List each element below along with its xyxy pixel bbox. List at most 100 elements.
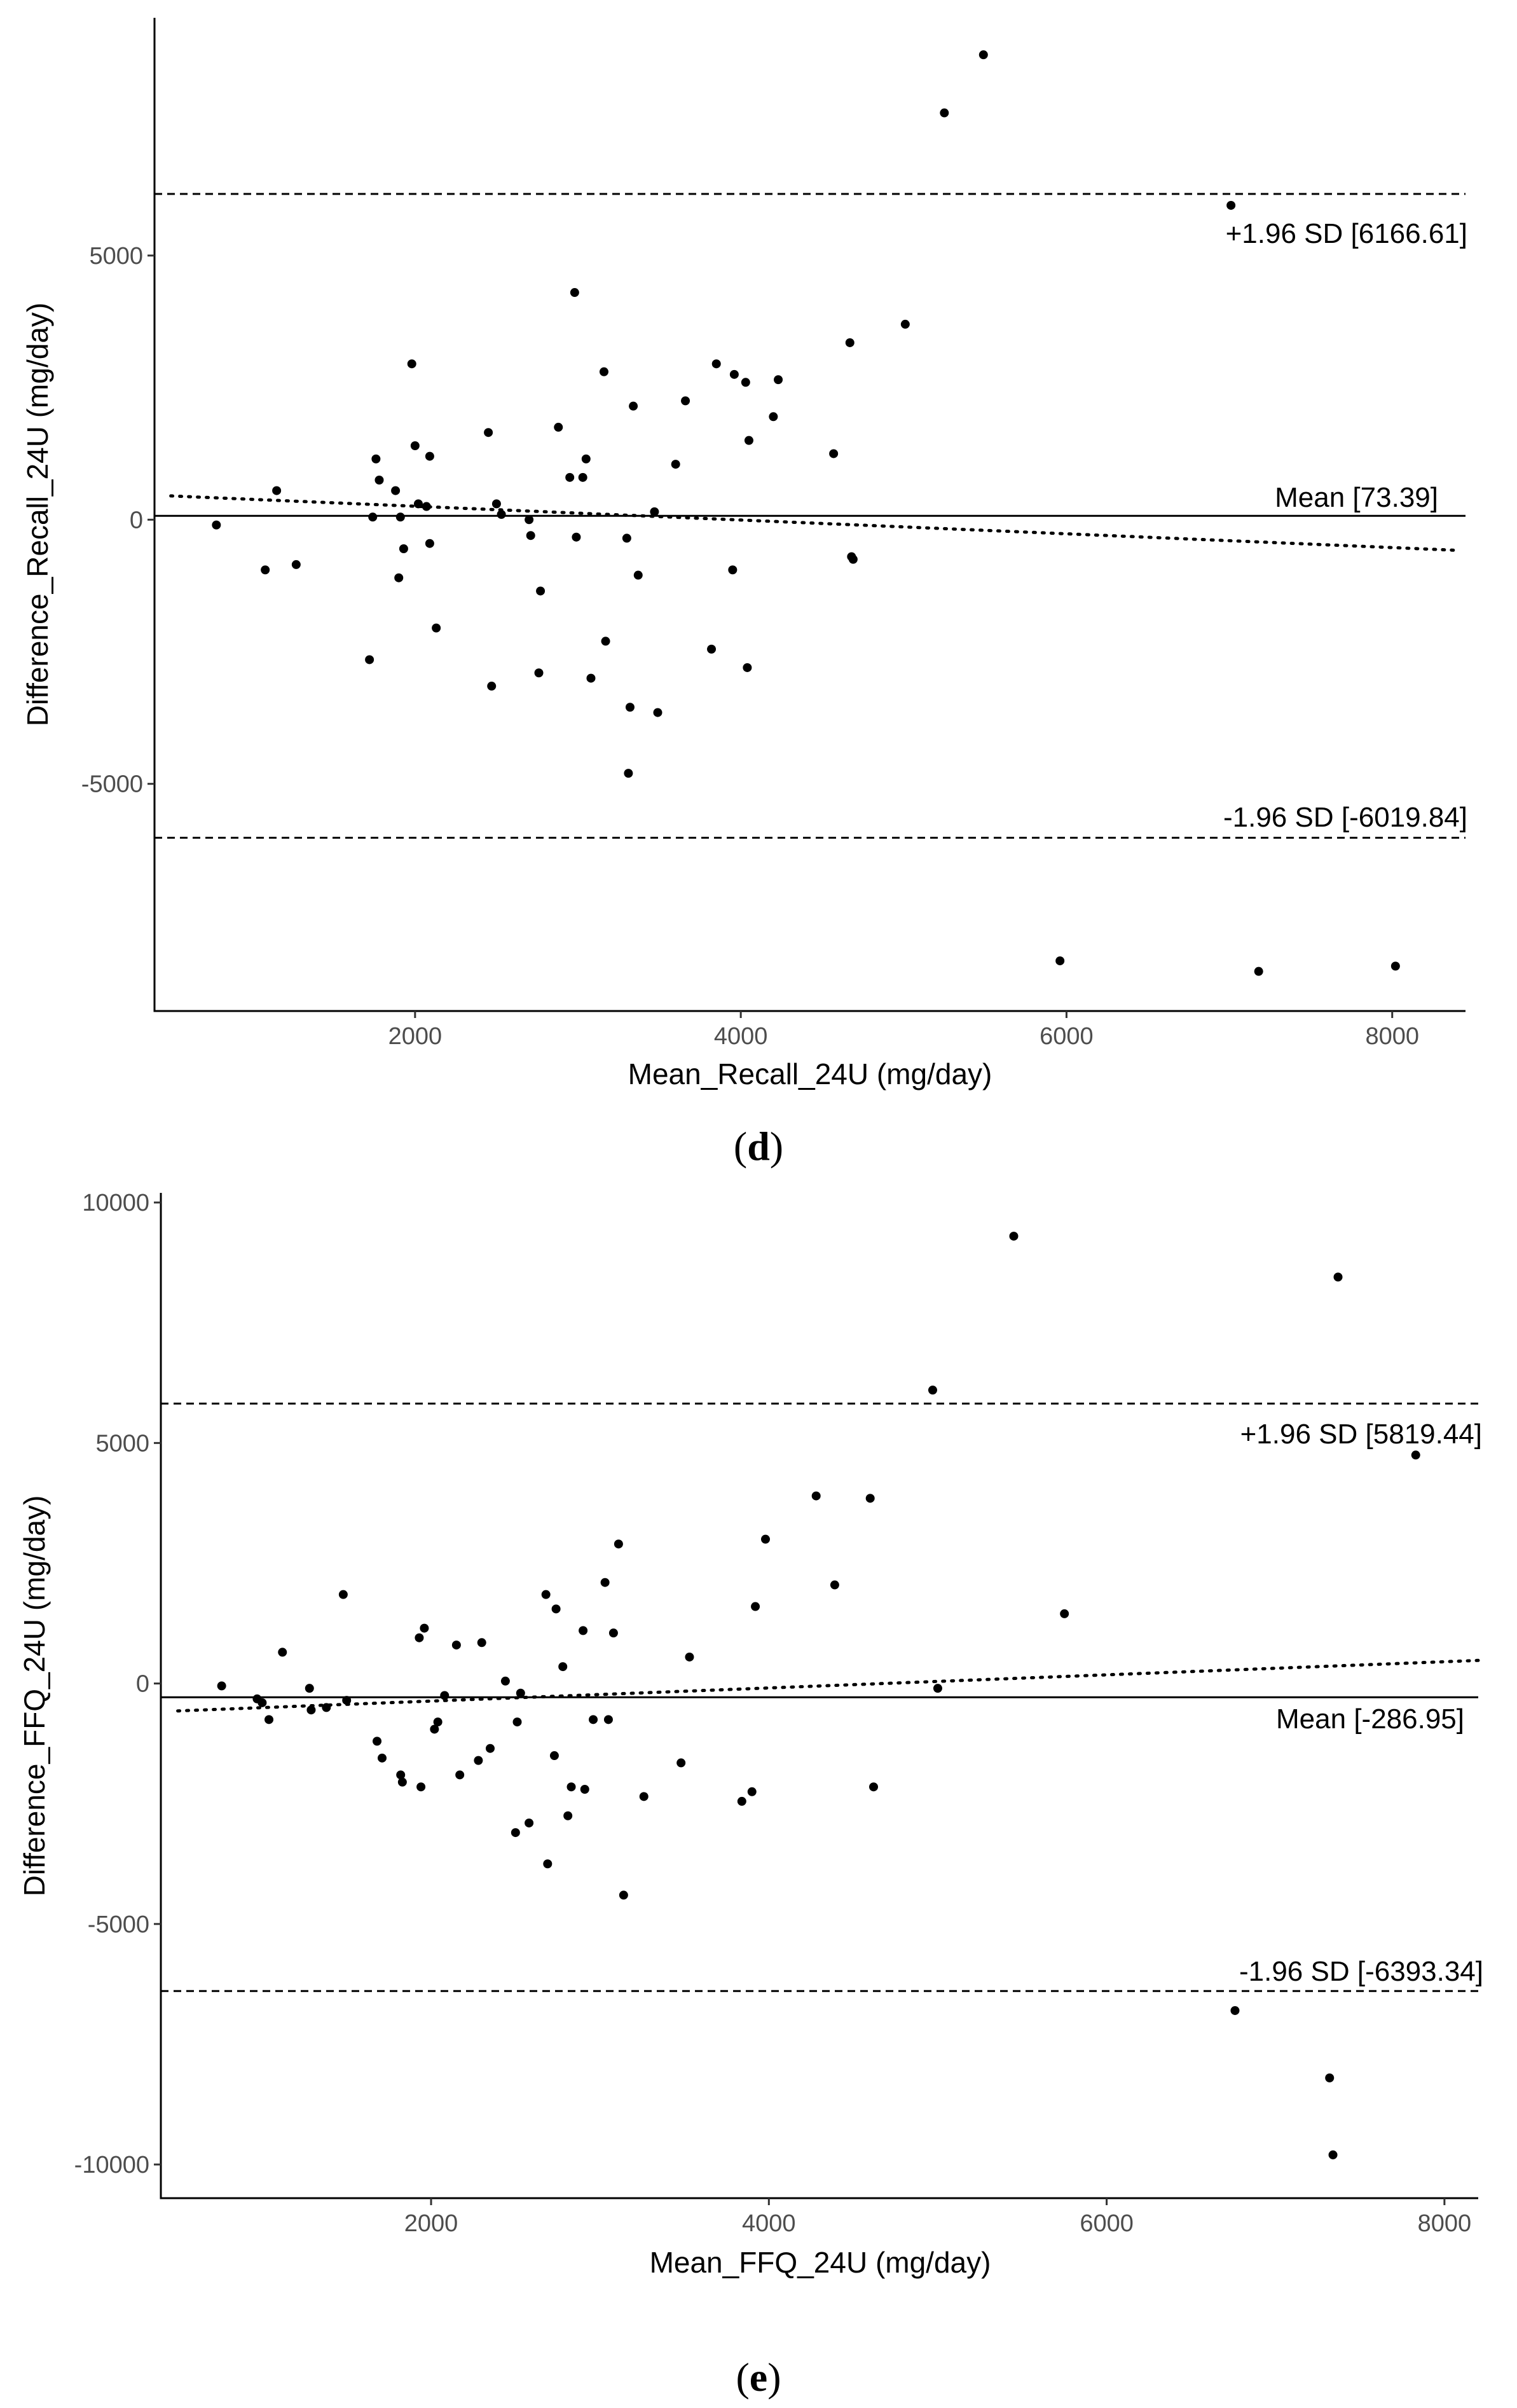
chart-e-point — [566, 1782, 576, 1792]
chart-d-point — [671, 460, 680, 469]
chart-d-point — [565, 472, 575, 482]
chart-e-point — [397, 1777, 407, 1787]
chart-e-axis-lines — [160, 1193, 1478, 2199]
chart-e-y-tick-label: 10000 — [82, 1190, 149, 1216]
chart-d-y-tick-label: -5000 — [81, 771, 143, 798]
chart-e-point — [811, 1491, 821, 1501]
chart-e-point — [869, 1782, 879, 1792]
chart-e-point — [579, 1626, 588, 1635]
chart-d-point — [413, 499, 423, 509]
chart-e-y-tick-label: -10000 — [74, 2152, 149, 2178]
chart-d-point — [741, 378, 750, 387]
chart-d-point — [394, 573, 404, 582]
chart-e-point — [306, 1705, 316, 1715]
chart-d-point — [1390, 961, 1400, 971]
chart-e-point — [525, 1818, 534, 1827]
chart-e-point — [322, 1703, 331, 1712]
chart-e-point — [416, 1782, 426, 1792]
chart-d: 2000 4000 6000 8000 -5000 0 5000 +1.96 SD [61… — [21, 18, 1467, 1169]
chart-e-point — [257, 1698, 267, 1707]
chart-e-x-tick-label: 6000 — [1080, 2210, 1134, 2237]
chart-e-point — [516, 1688, 525, 1698]
chart-d-point — [845, 338, 855, 347]
chart-d-point — [212, 520, 221, 530]
chart-e-point — [589, 1715, 598, 1724]
chart-e-point — [549, 1751, 559, 1761]
chart-d-point — [1226, 200, 1236, 210]
chart-d-point — [581, 454, 591, 464]
chart-d-point — [374, 475, 384, 485]
chart-d-point — [744, 436, 753, 445]
chart-e-point — [373, 1737, 382, 1746]
chart-d-point — [711, 359, 721, 369]
chart-d-point — [900, 319, 910, 329]
chart-e-mean-label: Mean [-286.95] — [1276, 1703, 1464, 1735]
chart-e-point — [563, 1811, 573, 1820]
chart-e-y-tick-label: 5000 — [95, 1430, 149, 1457]
chart-e-y-tick-label: -5000 — [88, 1911, 149, 1938]
chart-e-point — [933, 1684, 942, 1693]
chart-d-point — [371, 454, 381, 464]
chart-e-point — [760, 1534, 770, 1544]
chart-d-mean-label: Mean [73.39] — [1275, 482, 1438, 513]
chart-e-point — [264, 1715, 274, 1724]
panel-label-d-letter: d — [747, 1124, 770, 1169]
chart-d-x-tick-label: 2000 — [388, 1023, 443, 1050]
chart-e-point — [451, 1641, 461, 1650]
chart-e-x-tick-label: 2000 — [404, 2210, 458, 2237]
chart-e-point — [278, 1648, 287, 1657]
chart-e-point — [420, 1623, 429, 1633]
chart-e: 2000 4000 6000 8000 -10000 -5000 0 5000 10000 +… — [18, 1190, 1483, 2400]
chart-d-point — [391, 486, 401, 495]
chart-d-point — [261, 565, 270, 575]
chart-d-point — [395, 513, 405, 522]
chart-e-point — [511, 1828, 520, 1838]
chart-e-point — [305, 1684, 314, 1693]
chart-d-point — [1254, 967, 1263, 976]
chart-d-x-tick-label: 8000 — [1365, 1023, 1419, 1050]
chart-e-point — [1009, 1232, 1019, 1241]
chart-d-lower-label: -1.96 SD [-6019.84] — [1223, 802, 1467, 833]
chart-e-point — [1230, 2006, 1240, 2015]
chart-d-point — [629, 401, 638, 411]
chart-d-point — [272, 486, 282, 495]
chart-d-point — [601, 636, 610, 646]
chart-d-x-tick-label: 4000 — [714, 1023, 768, 1050]
chart-d-point — [497, 510, 506, 519]
chart-e-x-tick-label: 8000 — [1418, 2210, 1472, 2237]
chart-e-y-axis-label: Difference_FFQ_24U (mg/day) — [18, 1496, 51, 1897]
chart-d-point — [769, 412, 778, 422]
chart-d-point — [578, 472, 587, 482]
chart-e-point — [747, 1787, 757, 1796]
chart-e-x-tick-label: 4000 — [742, 2210, 796, 2237]
chart-e-point — [751, 1602, 760, 1611]
chart-e-point — [600, 1578, 610, 1587]
chart-d-point — [707, 644, 717, 654]
chart-e-point — [396, 1770, 406, 1780]
chart-e-point — [541, 1590, 551, 1599]
chart-d-point — [940, 108, 949, 118]
chart-e-point — [486, 1744, 495, 1753]
chart-d-point — [425, 539, 434, 548]
chart-d-y-tick-label: 0 — [130, 507, 143, 533]
chart-d-point — [1055, 956, 1065, 966]
chart-d-point — [625, 703, 635, 712]
chart-e-point — [474, 1756, 483, 1765]
chart-d-point — [399, 544, 408, 554]
chart-e-point — [543, 1859, 553, 1869]
chart-e-point — [433, 1717, 443, 1727]
chart-d-point — [525, 515, 534, 525]
chart-d-point — [599, 367, 608, 376]
chart-d-point — [526, 531, 535, 540]
chart-d-point — [729, 369, 739, 379]
chart-d-point — [291, 560, 301, 569]
chart-e-point — [1325, 2073, 1335, 2082]
chart-e-x-axis-label: Mean_FFQ_24U (mg/day) — [650, 2246, 991, 2279]
chart-d-point — [422, 502, 431, 511]
chart-d-point — [624, 769, 633, 778]
chart-d-point — [534, 668, 544, 678]
chart-d-point — [536, 586, 546, 596]
chart-e-point — [342, 1696, 352, 1705]
chart-d-upper-label: +1.96 SD [6166.61] — [1226, 218, 1467, 249]
chart-e-point — [477, 1638, 486, 1648]
